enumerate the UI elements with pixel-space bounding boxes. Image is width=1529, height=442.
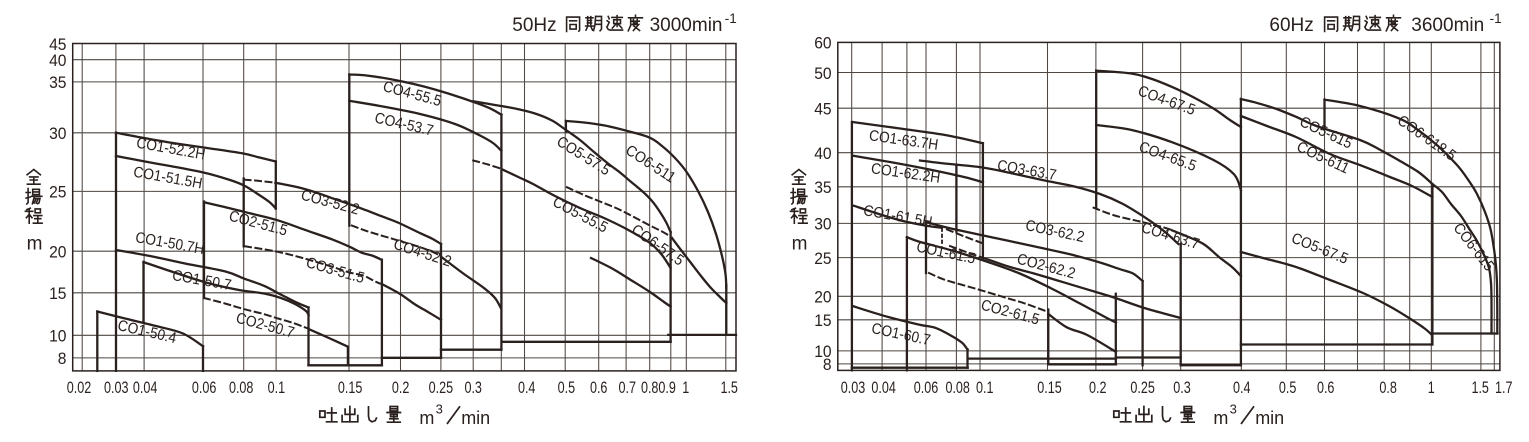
svg-text:15: 15	[49, 284, 66, 303]
svg-text:0.08: 0.08	[945, 378, 970, 397]
svg-text:8: 8	[823, 355, 832, 374]
svg-text:0.1: 0.1	[976, 378, 994, 397]
svg-text:0.8: 0.8	[641, 378, 659, 397]
svg-text:0.8: 0.8	[1379, 378, 1397, 397]
svg-text:10: 10	[814, 342, 831, 361]
svg-text:m: m	[792, 234, 808, 255]
svg-text:25: 25	[814, 249, 831, 268]
svg-text:20: 20	[49, 243, 66, 262]
svg-text:0.3: 0.3	[1173, 378, 1191, 397]
svg-text:0.03: 0.03	[104, 378, 129, 397]
svg-text:1.7: 1.7	[1495, 378, 1513, 397]
svg-text:m: m	[27, 234, 43, 255]
svg-text:3: 3	[1230, 402, 1237, 417]
svg-text:0.25: 0.25	[429, 378, 454, 397]
svg-text:0.2: 0.2	[1089, 378, 1107, 397]
svg-text:60Hz: 60Hz	[1269, 15, 1313, 36]
svg-text:15: 15	[814, 311, 831, 330]
svg-text:1: 1	[1428, 378, 1435, 397]
svg-text:m: m	[419, 408, 434, 428]
svg-text:25: 25	[49, 183, 66, 202]
svg-text:0.9: 0.9	[658, 378, 676, 397]
svg-text:0.06: 0.06	[192, 378, 217, 397]
svg-text:0.5: 0.5	[558, 378, 576, 397]
svg-text:0.15: 0.15	[338, 378, 363, 397]
svg-text:1.5: 1.5	[1471, 378, 1489, 397]
svg-text:0.7: 0.7	[619, 378, 637, 397]
svg-text:0.6: 0.6	[590, 378, 608, 397]
svg-text:0.3: 0.3	[464, 378, 482, 397]
svg-text:20: 20	[814, 288, 831, 307]
svg-text:0.04: 0.04	[871, 378, 896, 397]
svg-text:0.1: 0.1	[268, 378, 286, 397]
svg-text:40: 40	[49, 51, 66, 70]
svg-text:30: 30	[814, 215, 831, 234]
svg-text:0.03: 0.03	[841, 378, 866, 397]
svg-text:35: 35	[814, 178, 831, 197]
svg-text:0.6: 0.6	[1317, 378, 1335, 397]
svg-text:45: 45	[49, 35, 66, 54]
svg-text:-1: -1	[725, 11, 737, 26]
svg-text:50: 50	[814, 64, 831, 83]
svg-text:35: 35	[49, 73, 66, 92]
svg-text:0.04: 0.04	[133, 378, 158, 397]
svg-text:8: 8	[58, 349, 67, 368]
svg-text:3000min: 3000min	[650, 15, 723, 36]
svg-text:0.02: 0.02	[67, 378, 92, 397]
svg-text:50Hz: 50Hz	[512, 15, 556, 36]
svg-text:3: 3	[436, 402, 443, 417]
svg-text:40: 40	[814, 144, 831, 163]
svg-text:1: 1	[682, 378, 689, 397]
svg-text:0.2: 0.2	[392, 378, 410, 397]
svg-text:10: 10	[49, 327, 66, 346]
svg-text:0.08: 0.08	[229, 378, 254, 397]
svg-text:60: 60	[814, 34, 831, 53]
svg-text:0.5: 0.5	[1279, 378, 1297, 397]
svg-text:0.25: 0.25	[1130, 378, 1155, 397]
svg-text:30: 30	[49, 124, 66, 143]
svg-text:3600min: 3600min	[1411, 15, 1484, 36]
svg-text:min: min	[1255, 408, 1284, 428]
svg-text:0.06: 0.06	[914, 378, 939, 397]
svg-text:m: m	[1213, 408, 1228, 428]
svg-text:0.4: 0.4	[518, 378, 536, 397]
svg-text:0.4: 0.4	[1233, 378, 1251, 397]
svg-text:-1: -1	[1490, 11, 1502, 26]
svg-text:0.15: 0.15	[1037, 378, 1062, 397]
svg-text:1.5: 1.5	[720, 378, 738, 397]
svg-text:45: 45	[814, 100, 831, 119]
svg-text:min: min	[461, 408, 490, 428]
